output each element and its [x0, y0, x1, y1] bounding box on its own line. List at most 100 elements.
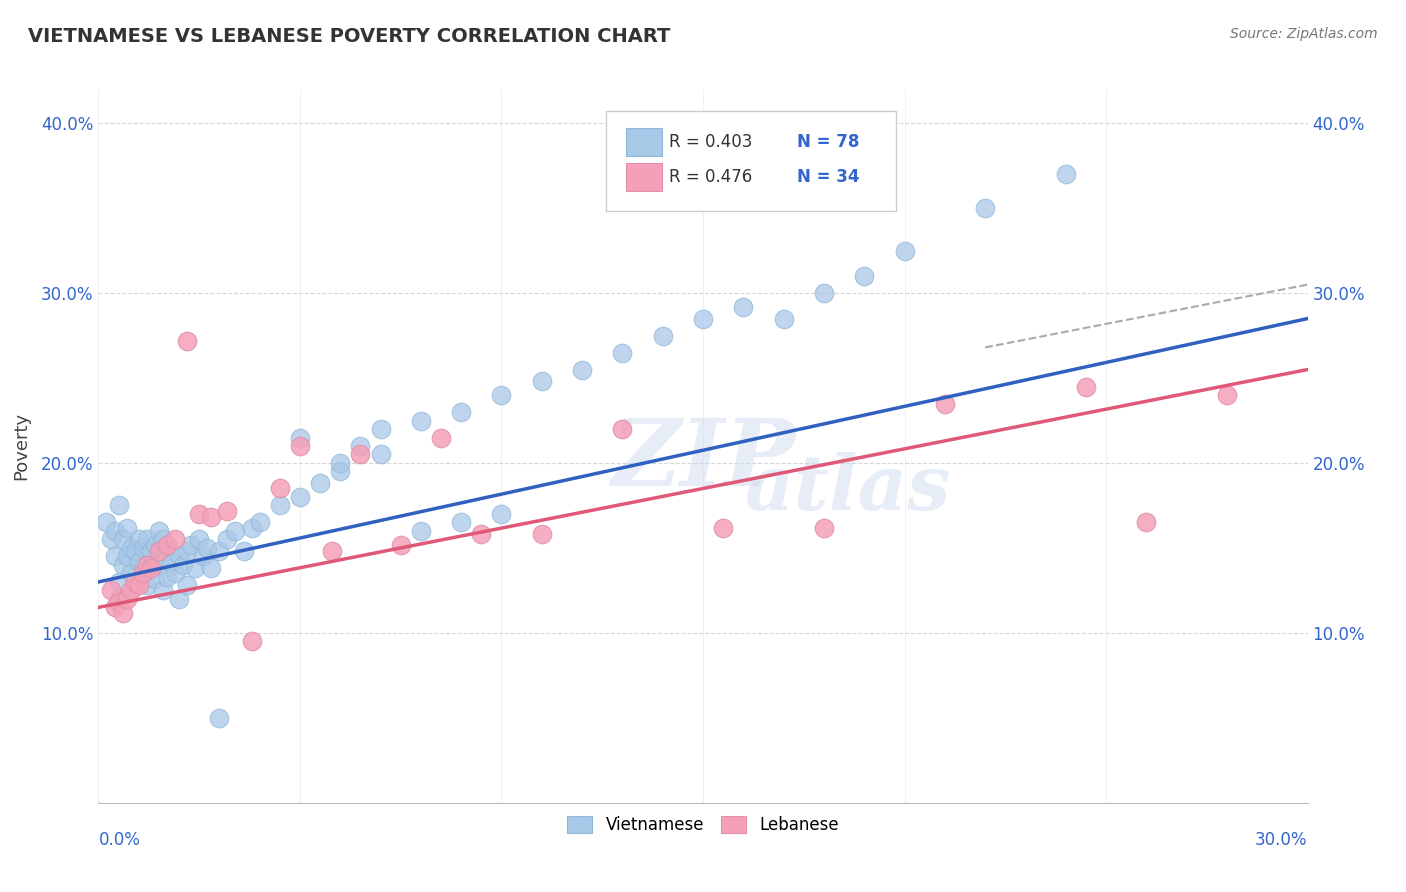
Point: [612, 422, 634, 436]
Text: Source: ZipAtlas.com: Source: ZipAtlas.com: [1230, 27, 1378, 41]
FancyBboxPatch shape: [626, 128, 662, 155]
Point: [139, 561, 162, 575]
Point: [124, 544, 146, 558]
Point: [128, 555, 150, 569]
Point: [772, 311, 794, 326]
Point: [321, 544, 343, 558]
Point: [692, 311, 714, 326]
Point: [111, 558, 134, 572]
Point: [893, 244, 915, 258]
Point: [156, 570, 179, 584]
Point: [733, 300, 755, 314]
Point: [107, 574, 129, 589]
Point: [132, 566, 155, 581]
Point: [148, 544, 170, 558]
Point: [100, 583, 122, 598]
Point: [349, 439, 371, 453]
Point: [128, 533, 150, 547]
Point: [148, 524, 170, 538]
Point: [224, 524, 246, 538]
Point: [193, 549, 215, 564]
Point: [107, 591, 129, 606]
Point: [232, 544, 254, 558]
Point: [103, 524, 125, 538]
Point: [1074, 379, 1097, 393]
Point: [269, 499, 291, 513]
Point: [711, 520, 734, 534]
Point: [135, 558, 157, 572]
Point: [329, 465, 352, 479]
Point: [217, 503, 239, 517]
Point: [139, 558, 162, 572]
Point: [176, 334, 198, 348]
Point: [120, 566, 142, 581]
Point: [156, 544, 179, 558]
Point: [1216, 388, 1239, 402]
Legend: Vietnamese, Lebanese: Vietnamese, Lebanese: [561, 809, 845, 841]
Point: [269, 482, 291, 496]
Point: [288, 439, 311, 453]
Point: [143, 572, 166, 586]
Point: [200, 561, 222, 575]
Point: [103, 549, 125, 564]
Point: [470, 527, 492, 541]
Point: [309, 476, 332, 491]
Text: atlas: atlas: [745, 452, 952, 525]
Point: [184, 561, 207, 575]
Point: [651, 328, 673, 343]
Point: [349, 448, 371, 462]
Text: VIETNAMESE VS LEBANESE POVERTY CORRELATION CHART: VIETNAMESE VS LEBANESE POVERTY CORRELATI…: [28, 27, 671, 45]
Point: [288, 430, 311, 444]
Point: [370, 448, 392, 462]
Point: [450, 516, 472, 530]
Point: [208, 544, 231, 558]
Point: [240, 520, 263, 534]
Point: [853, 269, 876, 284]
Point: [389, 537, 412, 551]
Text: N = 34: N = 34: [797, 168, 860, 186]
Point: [329, 456, 352, 470]
Point: [409, 413, 432, 427]
Point: [571, 362, 593, 376]
Point: [172, 558, 194, 572]
Point: [152, 583, 174, 598]
Point: [96, 516, 118, 530]
Point: [530, 375, 553, 389]
Y-axis label: Poverty: Poverty: [11, 412, 30, 480]
Point: [135, 578, 157, 592]
Point: [934, 396, 956, 410]
Point: [450, 405, 472, 419]
Point: [132, 541, 155, 555]
Point: [103, 600, 125, 615]
Point: [1135, 516, 1157, 530]
Point: [100, 533, 122, 547]
Text: N = 78: N = 78: [797, 133, 859, 151]
Point: [200, 510, 222, 524]
Point: [167, 591, 190, 606]
FancyBboxPatch shape: [626, 163, 662, 191]
Point: [111, 606, 134, 620]
Text: 30.0%: 30.0%: [1256, 831, 1308, 849]
Point: [115, 549, 138, 564]
Point: [115, 591, 138, 606]
Point: [430, 430, 453, 444]
Point: [120, 583, 142, 598]
Point: [120, 541, 142, 555]
Point: [111, 533, 134, 547]
Point: [813, 520, 835, 534]
Point: [409, 524, 432, 538]
Point: [491, 507, 513, 521]
FancyBboxPatch shape: [606, 111, 897, 211]
Point: [115, 520, 138, 534]
Point: [249, 516, 271, 530]
Point: [107, 499, 129, 513]
Point: [163, 566, 186, 581]
Text: 0.0%: 0.0%: [98, 831, 141, 849]
Point: [208, 711, 231, 725]
Point: [288, 490, 311, 504]
Point: [132, 561, 155, 575]
Point: [152, 533, 174, 547]
Text: R = 0.476: R = 0.476: [669, 168, 752, 186]
Point: [195, 541, 218, 555]
Point: [612, 345, 634, 359]
